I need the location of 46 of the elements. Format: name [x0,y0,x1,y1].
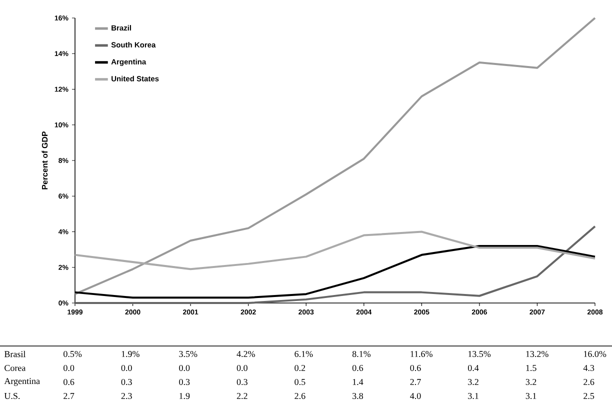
data-label: 1.4 [352,378,364,386]
data-label: 13.5% [468,350,491,358]
data-label: 1.5 [526,364,536,372]
text: Argentina [4,378,40,386]
data-label: 0.3 [179,378,190,386]
data-label: 3.8 [352,392,363,400]
data-label: 3.2 [526,378,536,386]
y-axis-title: Percent of GDP [42,131,48,190]
data-label: 2.5 [584,392,594,400]
data-label: 16.0% [584,350,606,358]
data-label: 0.0 [236,364,248,372]
data-label: 0.4 [468,364,479,372]
data-label: 2.6 [584,378,594,386]
data-label: 2.7 [410,378,421,386]
data-label: 3.2 [468,378,478,386]
data-label: 3.5% [179,350,198,358]
data-label: 0.5% [64,350,82,358]
text: U.S. [4,392,20,400]
data-label: 3.1 [526,392,536,400]
data-label: 0.3 [236,378,248,386]
data-label: 11.6% [410,350,432,358]
data-label: 0.5 [294,378,306,386]
data-label: 0.6 [352,364,364,372]
data-label: 1.9 [180,392,190,400]
text: Brasil [4,350,26,358]
data-label: 0.6 [410,364,421,372]
data-label: 3.1 [468,392,478,400]
data-label: 13.2% [526,350,548,358]
data-label: 4.2% [236,350,255,358]
data-label: 2.7 [64,392,74,400]
line-series [74,17,596,296]
data-label: 0.6 [64,378,74,386]
data-label: 0.0 [64,364,74,372]
data-label: 6.1% [294,350,313,358]
data-label: 2.2 [236,392,248,400]
data-label: 2.6 [294,392,306,400]
data-label: 2.3 [121,392,132,400]
text: Corea [4,364,26,372]
data-label: 0.0 [179,364,190,372]
data-label: 0.3 [121,378,132,386]
data-label: 4.0 [410,392,421,400]
data-label: 4.3 [583,364,594,372]
data-label: 8.1% [352,350,371,358]
data-label: 0.2 [294,364,306,372]
data-label: 1.9% [122,350,140,358]
data-label: 0.0 [121,364,132,372]
